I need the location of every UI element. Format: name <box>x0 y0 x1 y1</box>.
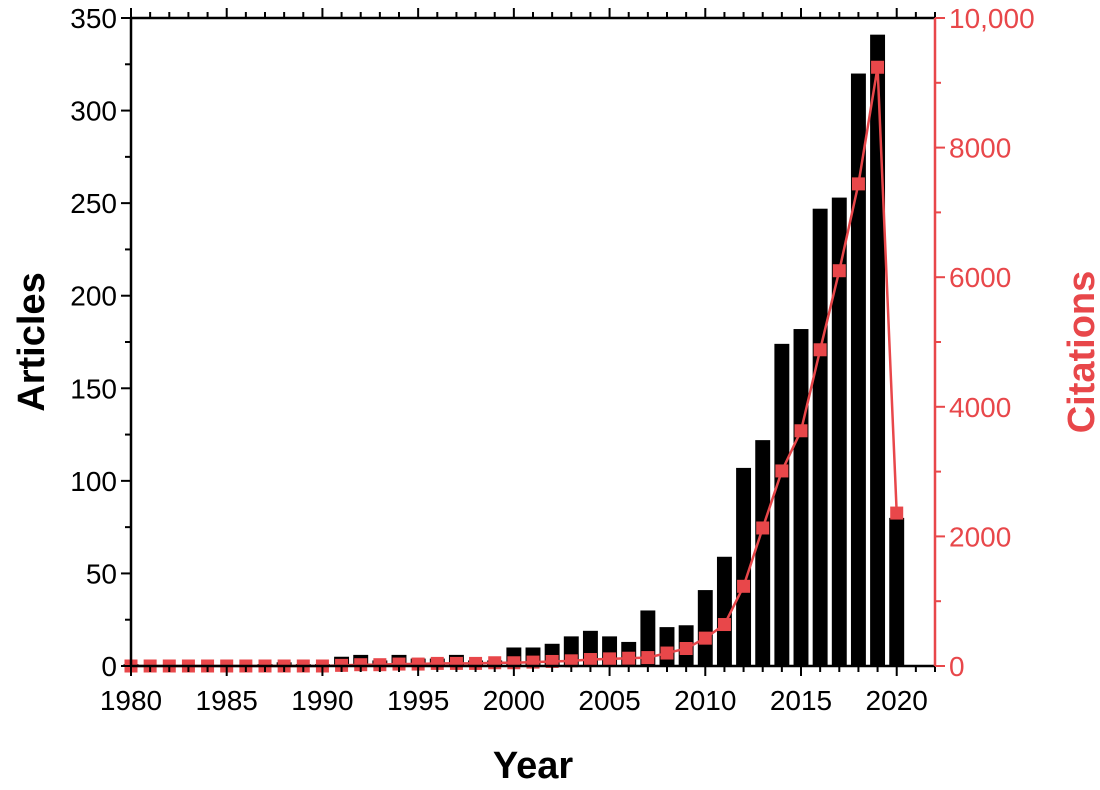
left-y-tick-label: 300 <box>70 96 117 127</box>
x-axis-title: Year <box>493 745 574 785</box>
citations-marker-1994 <box>392 657 406 671</box>
bar-articles-2011 <box>716 556 732 666</box>
left-y-axis-title: Articles <box>11 272 53 411</box>
citations-marker-2018 <box>851 177 865 191</box>
left-y-tick-label: 50 <box>86 558 117 589</box>
right-y-axis-title: Citations <box>1061 271 1100 434</box>
x-tick-label: 2010 <box>674 685 736 716</box>
x-tick-label: 1995 <box>387 685 449 716</box>
left-y-tick-label: 0 <box>101 651 117 682</box>
citations-marker-2010 <box>698 631 712 645</box>
tick-labels-layer: 1980 1985 1990 1995 2000 2005 2010 2015 20200501… <box>70 3 1034 716</box>
citations-marker-2017 <box>832 264 846 278</box>
citations-marker-2013 <box>756 521 770 535</box>
bar-layer <box>123 34 905 667</box>
citations-marker-2012 <box>737 579 751 593</box>
bar-articles-2012 <box>736 467 752 666</box>
citations-marker-2009 <box>679 642 693 655</box>
bar-articles-2019 <box>870 34 886 667</box>
citations-marker-2015 <box>794 424 808 438</box>
axes-layer <box>121 8 945 676</box>
bar-articles-2017 <box>831 197 847 666</box>
bar-articles-2013 <box>755 440 771 666</box>
citations-marker-1993 <box>373 658 387 672</box>
citations-marker-2019 <box>871 60 885 74</box>
left-y-tick-label: 150 <box>70 373 117 404</box>
citations-marker-2011 <box>717 618 731 632</box>
citations-marker-2005 <box>603 652 617 666</box>
citations-marker-2008 <box>660 646 674 660</box>
citations-marker-2003 <box>564 654 578 668</box>
bar-articles-2020 <box>889 517 905 666</box>
x-tick-label: 2020 <box>866 685 928 716</box>
x-tick-label: 1980 <box>100 685 162 716</box>
citations-marker-2014 <box>775 464 789 478</box>
bar-articles-2016 <box>812 208 828 666</box>
bar-articles-2014 <box>774 343 790 666</box>
left-y-tick-label: 100 <box>70 466 117 497</box>
right-y-tick-label: 2000 <box>949 521 1011 552</box>
right-y-tick-label: 10,000 <box>949 3 1035 34</box>
bar-articles-2015 <box>793 329 809 666</box>
right-y-tick-label: 4000 <box>949 392 1011 423</box>
left-y-tick-label: 350 <box>70 3 117 34</box>
bar-articles-2010 <box>697 590 713 666</box>
right-y-tick-label: 0 <box>949 651 965 682</box>
right-y-tick-label: 8000 <box>949 133 1011 164</box>
citations-marker-2002 <box>545 654 559 668</box>
citations-marker-2016 <box>813 343 827 357</box>
citations-marker-2004 <box>583 653 597 667</box>
left-y-tick-label: 250 <box>70 188 117 219</box>
x-tick-label: 2015 <box>770 685 832 716</box>
citations-marker-1995 <box>411 657 425 671</box>
x-tick-label: 2000 <box>483 685 545 716</box>
x-tick-label: 1985 <box>196 685 258 716</box>
citations-marker-1992 <box>354 658 368 672</box>
citations-marker-2020 <box>890 506 904 520</box>
bar-articles-2018 <box>850 73 866 667</box>
x-tick-label: 1990 <box>291 685 353 716</box>
citations-marker-2007 <box>641 651 655 665</box>
x-tick-label: 2005 <box>578 685 640 716</box>
left-y-tick-label: 200 <box>70 281 117 312</box>
right-y-tick-label: 6000 <box>949 262 1011 293</box>
citations-marker-2006 <box>622 651 636 665</box>
